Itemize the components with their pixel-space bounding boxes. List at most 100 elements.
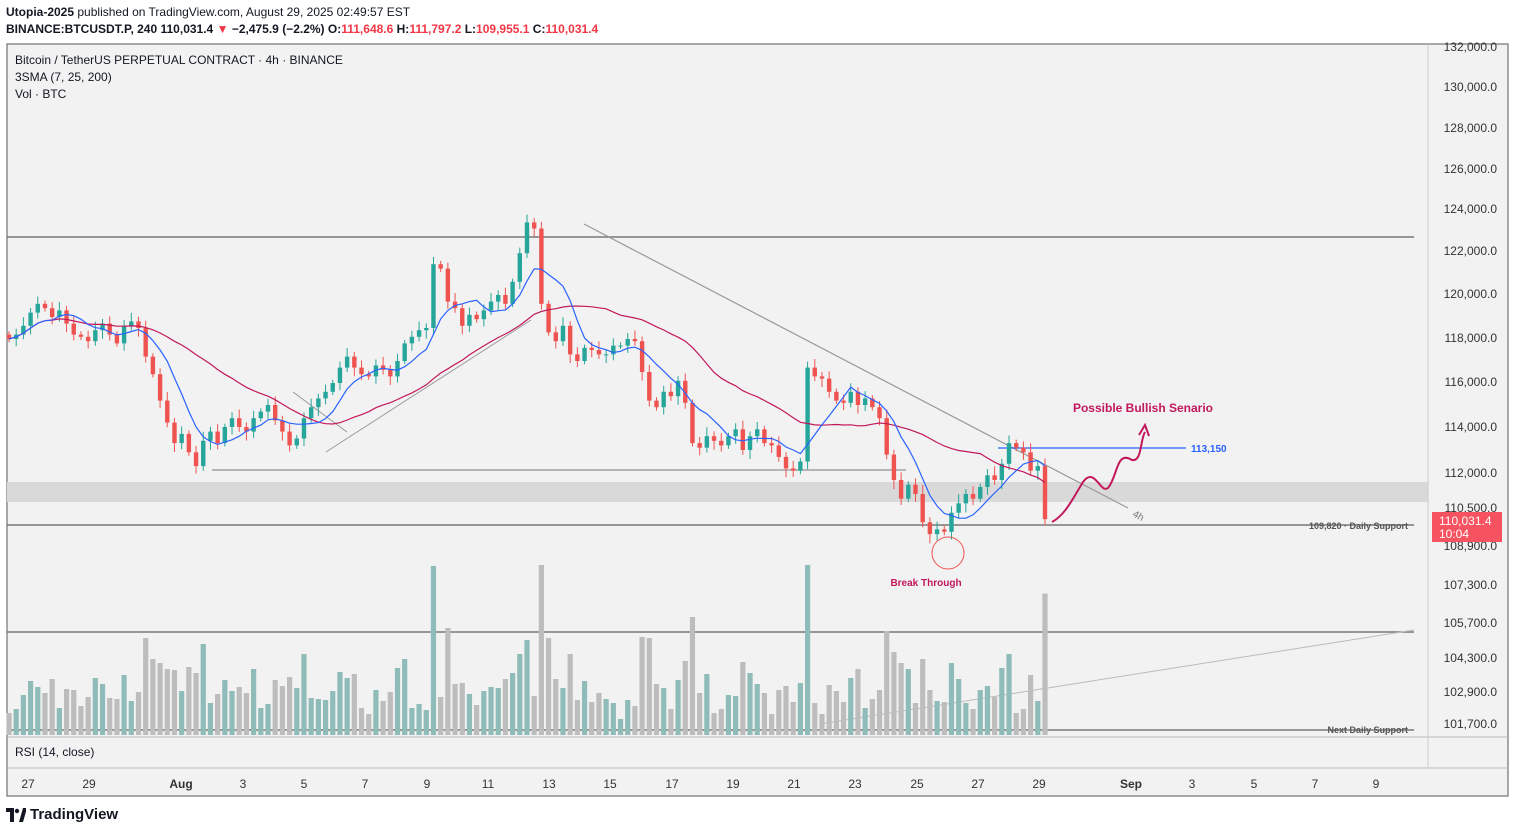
footer-brand[interactable]: TradingView	[6, 806, 118, 823]
volume-bar	[545, 638, 552, 735]
price-tick-label: 130,000.0	[1444, 80, 1498, 94]
next-support-label: Next Daily Support	[1327, 725, 1408, 735]
timeframe-label: 4h	[1131, 509, 1146, 524]
candle-body	[769, 443, 774, 446]
volume-bar	[27, 681, 34, 735]
symbol-legend[interactable]: Bitcoin / TetherUS PERPETUAL CONTRACT · …	[15, 53, 343, 67]
volume-bar	[502, 679, 509, 735]
candle-body	[812, 367, 817, 377]
candle-body	[280, 420, 285, 432]
candle-body	[711, 436, 717, 441]
candle-body	[496, 295, 501, 302]
close-label: C:	[532, 22, 546, 36]
time-tick-label: 5	[1251, 777, 1258, 791]
candle-body	[949, 512, 954, 532]
candle-body	[121, 325, 127, 344]
candle-body	[409, 336, 415, 344]
candle-body	[999, 463, 1005, 480]
volume-bar	[646, 638, 652, 735]
candle-body	[575, 354, 580, 361]
candle-body	[330, 383, 335, 392]
candle-body	[402, 343, 407, 361]
candle-body	[567, 325, 573, 355]
candle-body	[416, 330, 422, 337]
candle-body	[985, 475, 990, 487]
candle-body	[1006, 443, 1012, 464]
candle-body	[661, 391, 666, 408]
volume-bar	[754, 684, 760, 735]
volume-bar	[1042, 593, 1048, 735]
time-tick-label: 7	[362, 777, 369, 791]
time-tick-label: 9	[424, 777, 431, 791]
candle-body	[157, 374, 163, 401]
volume-bar	[891, 652, 897, 735]
candle-body	[222, 427, 228, 444]
volume-bar	[596, 693, 602, 735]
volume-bar	[128, 701, 134, 735]
vol-legend[interactable]: Vol · BTC	[15, 87, 67, 101]
candle-body	[877, 407, 882, 419]
candle-body	[913, 484, 918, 494]
candle-body	[539, 228, 544, 304]
price-tick-label: 120,000.0	[1444, 287, 1498, 301]
time-tick-label: 3	[240, 777, 247, 791]
volume-bar	[107, 698, 113, 735]
candle-body	[834, 391, 839, 401]
candle-body	[848, 391, 853, 403]
candle-body	[1035, 466, 1041, 471]
candle-body	[42, 303, 48, 309]
candle-body	[956, 503, 961, 513]
sma-legend[interactable]: 3SMA (7, 25, 200)	[15, 70, 112, 84]
candle-body	[510, 281, 515, 304]
volume-bar	[49, 679, 55, 735]
candle-body	[1042, 466, 1048, 520]
close-value: 110,031.4	[545, 22, 599, 36]
volume-bar	[445, 628, 451, 735]
candle-body	[85, 336, 91, 342]
volume-bar	[114, 699, 120, 735]
rsi-legend[interactable]: RSI (14, close)	[15, 745, 95, 759]
price-tag	[1432, 512, 1502, 542]
candle-body	[287, 431, 292, 446]
candle-body	[755, 429, 760, 437]
candle-body	[431, 264, 436, 328]
candle-body	[862, 398, 868, 405]
volume-bar	[740, 662, 746, 735]
candle-body	[1021, 447, 1026, 453]
uptrend-line-minor	[292, 391, 348, 433]
author[interactable]: Utopia-2025	[6, 5, 75, 19]
open-label: O:	[327, 22, 342, 36]
volume-bar	[481, 691, 487, 735]
candle-body	[272, 405, 278, 421]
candle-body	[229, 418, 235, 427]
volume-bar	[589, 702, 595, 735]
volume-bar	[416, 704, 422, 735]
volume-bar	[164, 669, 170, 735]
candle-body	[316, 398, 321, 408]
candle-body	[366, 374, 371, 377]
volume-bar	[351, 674, 357, 735]
volume-bar	[632, 706, 638, 735]
volume-bar	[366, 714, 372, 735]
volume-bar	[222, 680, 228, 735]
volume-bar	[171, 670, 178, 735]
candle-body	[265, 405, 271, 412]
break-through-circle	[931, 536, 965, 570]
price-tick-label: 102,900.0	[1444, 685, 1498, 699]
volume-bar	[733, 696, 739, 735]
time-tick-label: 21	[787, 777, 801, 791]
volume-bar	[495, 688, 501, 735]
volume-bar	[697, 693, 703, 735]
price-tick-label: 105,700.0	[1444, 616, 1498, 630]
volume-bar	[13, 709, 19, 735]
high-value: 111,797.2	[409, 22, 462, 36]
volume-bar	[409, 708, 415, 735]
candle-body	[438, 264, 443, 269]
volume-bar	[330, 691, 336, 735]
candle-body	[344, 356, 350, 368]
volume-bar	[884, 631, 890, 735]
candle-body	[78, 334, 84, 337]
volume-bar	[430, 566, 437, 735]
candle-body	[683, 380, 688, 403]
